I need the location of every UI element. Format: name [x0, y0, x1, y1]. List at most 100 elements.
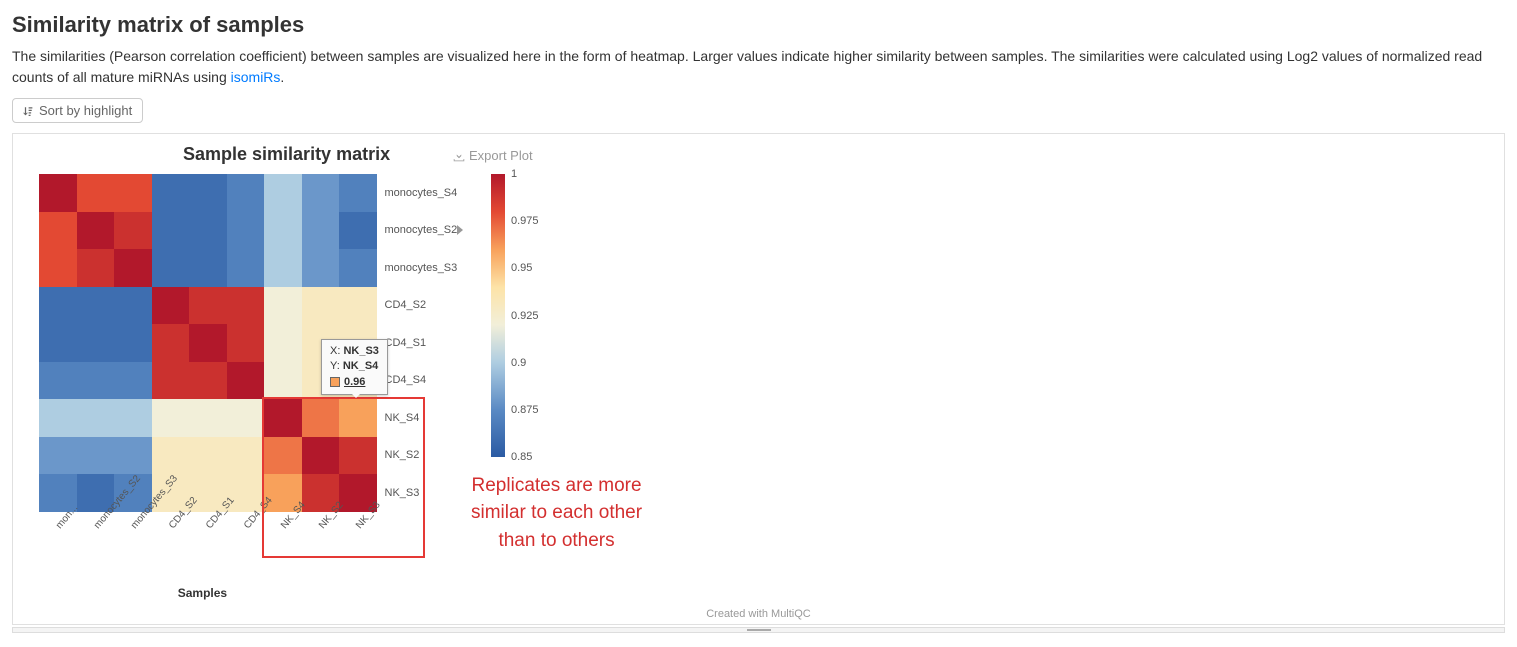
- highlight-box: [262, 397, 425, 558]
- heatmap-cell[interactable]: [114, 324, 152, 362]
- heatmap-cell[interactable]: [77, 324, 115, 362]
- section-title: Similarity matrix of samples: [12, 12, 1505, 38]
- sort-button-label: Sort by highlight: [39, 103, 132, 118]
- annotation-line-3: than to others: [471, 527, 642, 555]
- heatmap-cell[interactable]: [264, 249, 302, 287]
- heatmap-cell[interactable]: [302, 212, 340, 250]
- export-label: Export Plot: [469, 148, 533, 163]
- heatmap-cell[interactable]: [114, 437, 152, 475]
- desc-text-post: .: [280, 69, 284, 85]
- heatmap-cell[interactable]: [39, 437, 77, 475]
- heatmap-cell[interactable]: [189, 174, 227, 212]
- heatmap-cell[interactable]: [152, 174, 190, 212]
- heatmap-cell[interactable]: [189, 399, 227, 437]
- heatmap-cell[interactable]: [264, 362, 302, 400]
- legend-tick: 0.95: [511, 262, 532, 274]
- annotation-line-2: similar to each other: [471, 499, 642, 527]
- pointer-triangle-icon: [457, 225, 463, 235]
- tooltip-swatch: [330, 377, 340, 387]
- annotation-line-1: Replicates are more: [471, 472, 642, 500]
- heatmap-cell[interactable]: [227, 249, 265, 287]
- legend-tick: 0.875: [511, 404, 539, 416]
- heatmap-cell[interactable]: [264, 212, 302, 250]
- heatmap-cell[interactable]: [114, 399, 152, 437]
- heatmap-cell[interactable]: [114, 249, 152, 287]
- download-icon: [453, 150, 465, 162]
- heatmap-cell[interactable]: [39, 249, 77, 287]
- x-axis-title: Samples: [178, 586, 227, 600]
- legend-tick: 0.925: [511, 310, 539, 322]
- sort-by-highlight-button[interactable]: Sort by highlight: [12, 98, 143, 123]
- heatmap-cell[interactable]: [227, 362, 265, 400]
- chart-area: monocytes_S4monocytes_S2monocytes_S3CD4_…: [21, 174, 1496, 604]
- heatmap-cell[interactable]: [77, 437, 115, 475]
- heatmap-cell[interactable]: [189, 287, 227, 325]
- heatmap-cell[interactable]: [264, 287, 302, 325]
- legend-tick: 1: [511, 168, 517, 180]
- heatmap-cell[interactable]: [77, 399, 115, 437]
- heatmap-cell[interactable]: [339, 287, 377, 325]
- heatmap-cell[interactable]: [39, 324, 77, 362]
- legend-gradient: [491, 174, 505, 457]
- legend-tick: 0.975: [511, 215, 539, 227]
- heatmap-cell[interactable]: [302, 249, 340, 287]
- heatmap-cell[interactable]: [227, 287, 265, 325]
- row-label: monocytes_S4: [381, 174, 458, 212]
- heatmap-cell[interactable]: [189, 324, 227, 362]
- export-plot-button[interactable]: Export Plot: [453, 148, 533, 163]
- heatmap-cell[interactable]: [227, 212, 265, 250]
- heatmap-cell[interactable]: [227, 174, 265, 212]
- row-label: monocytes_S2: [381, 212, 458, 250]
- heatmap-cell[interactable]: [77, 249, 115, 287]
- row-label: monocytes_S3: [381, 249, 458, 287]
- heatmap-cell[interactable]: [227, 437, 265, 475]
- heatmap-cell[interactable]: [339, 174, 377, 212]
- isomirs-link[interactable]: isomiRs: [231, 69, 281, 85]
- heatmap-cell[interactable]: [114, 174, 152, 212]
- heatmap-cell[interactable]: [77, 212, 115, 250]
- resize-handle[interactable]: [12, 627, 1505, 633]
- plot-panel: Sample similarity matrix Export Plot mon…: [12, 133, 1505, 625]
- heatmap-cell[interactable]: [39, 362, 77, 400]
- tooltip-y-key: Y:: [330, 360, 343, 372]
- tooltip-value: 0.96: [344, 376, 365, 388]
- heatmap-cell[interactable]: [152, 362, 190, 400]
- heatmap-cell[interactable]: [39, 399, 77, 437]
- row-label: CD4_S1: [381, 324, 458, 362]
- cell-tooltip: X: NK_S3 Y: NK_S4 0.96: [321, 339, 388, 395]
- heatmap-cell[interactable]: [189, 249, 227, 287]
- tooltip-y-value: NK_S4: [343, 360, 378, 372]
- heatmap-cell[interactable]: [302, 287, 340, 325]
- heatmap-cell[interactable]: [152, 324, 190, 362]
- heatmap-cell[interactable]: [264, 324, 302, 362]
- heatmap-cell[interactable]: [302, 174, 340, 212]
- legend-tick: 0.9: [511, 357, 526, 369]
- tooltip-x-value: NK_S3: [343, 345, 378, 357]
- row-label: CD4_S2: [381, 287, 458, 325]
- heatmap-cell[interactable]: [77, 174, 115, 212]
- heatmap-cell[interactable]: [339, 249, 377, 287]
- heatmap-cell[interactable]: [39, 212, 77, 250]
- heatmap-cell[interactable]: [114, 287, 152, 325]
- heatmap-cell[interactable]: [77, 287, 115, 325]
- heatmap-cell[interactable]: [77, 362, 115, 400]
- heatmap-cell[interactable]: [339, 212, 377, 250]
- plot-credit: Created with MultiQC: [21, 608, 1496, 620]
- heatmap-cell[interactable]: [114, 212, 152, 250]
- sort-icon: [23, 106, 33, 116]
- heatmap-cell[interactable]: [264, 174, 302, 212]
- heatmap-cell[interactable]: [152, 399, 190, 437]
- heatmap-cell[interactable]: [114, 362, 152, 400]
- heatmap-cell[interactable]: [189, 362, 227, 400]
- heatmap-cell[interactable]: [227, 399, 265, 437]
- heatmap-cell[interactable]: [39, 287, 77, 325]
- tooltip-x-key: X:: [330, 345, 343, 357]
- heatmap-cell[interactable]: [39, 174, 77, 212]
- heatmap-cell[interactable]: [152, 212, 190, 250]
- heatmap-cell[interactable]: [189, 437, 227, 475]
- heatmap-cell[interactable]: [152, 437, 190, 475]
- heatmap-cell[interactable]: [152, 249, 190, 287]
- heatmap-cell[interactable]: [152, 287, 190, 325]
- heatmap-cell[interactable]: [227, 324, 265, 362]
- heatmap-cell[interactable]: [189, 212, 227, 250]
